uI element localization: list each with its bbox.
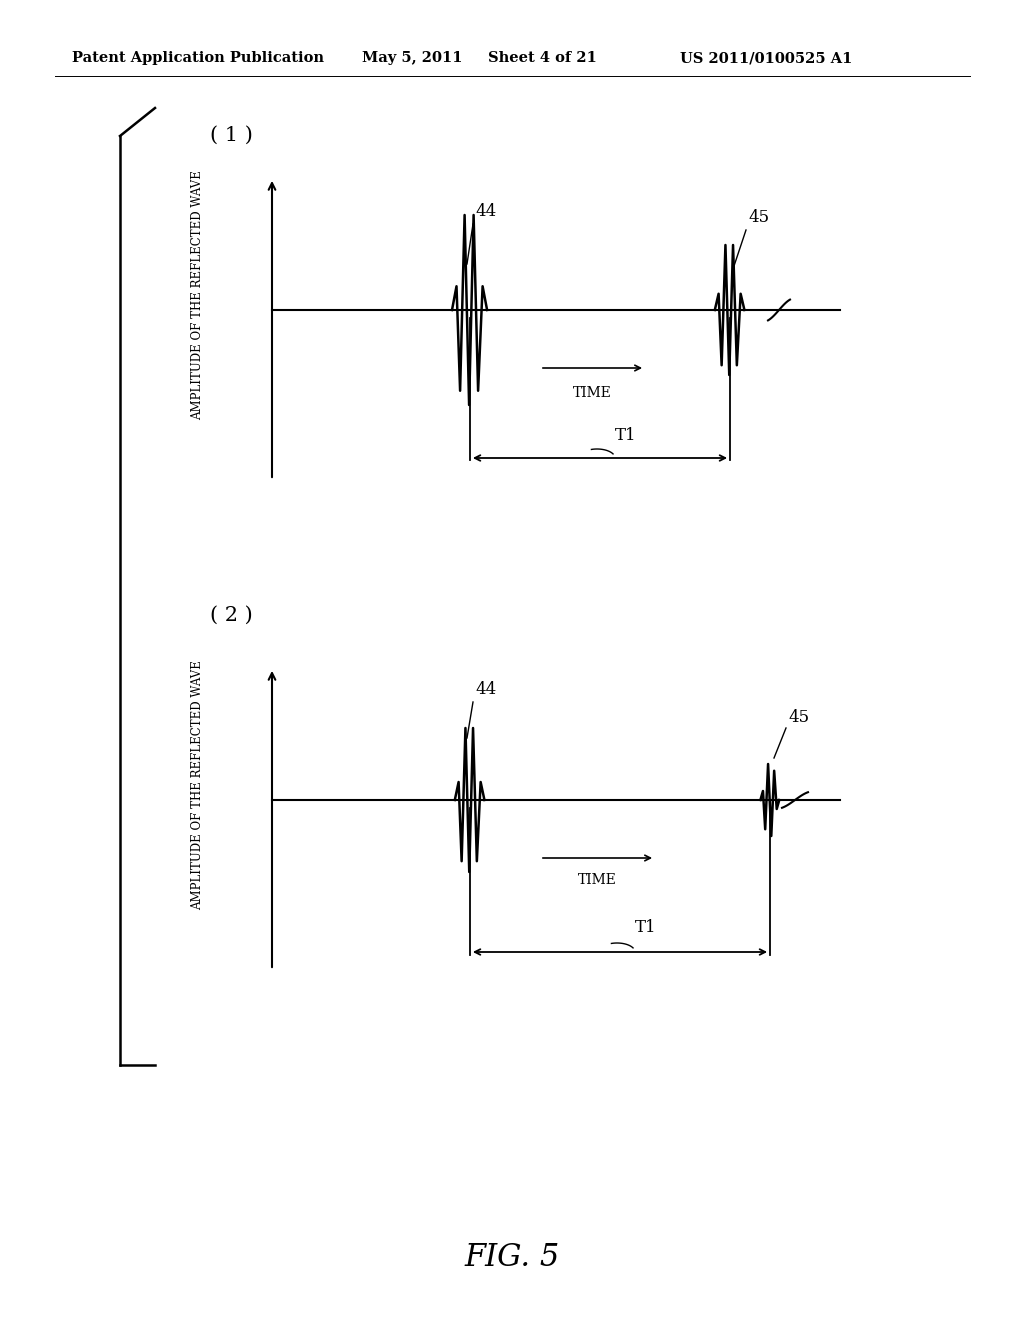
Text: T1: T1 — [615, 428, 637, 445]
Text: Patent Application Publication: Patent Application Publication — [72, 51, 324, 65]
Text: ( 2 ): ( 2 ) — [210, 606, 253, 624]
Text: AMPLITUDE OF THE REFLECTED WAVE: AMPLITUDE OF THE REFLECTED WAVE — [191, 660, 205, 909]
Text: TIME: TIME — [573, 385, 612, 400]
Text: 45: 45 — [788, 710, 809, 726]
Text: Sheet 4 of 21: Sheet 4 of 21 — [488, 51, 597, 65]
Text: 44: 44 — [475, 681, 497, 698]
Text: 45: 45 — [748, 210, 769, 227]
Text: FIG. 5: FIG. 5 — [464, 1242, 560, 1274]
Text: ( 1 ): ( 1 ) — [210, 125, 253, 144]
Text: 44: 44 — [475, 203, 497, 220]
Text: T1: T1 — [635, 920, 656, 936]
Text: US 2011/0100525 A1: US 2011/0100525 A1 — [680, 51, 852, 65]
Text: May 5, 2011: May 5, 2011 — [362, 51, 463, 65]
Text: TIME: TIME — [579, 873, 616, 887]
Text: AMPLITUDE OF THE REFLECTED WAVE: AMPLITUDE OF THE REFLECTED WAVE — [191, 170, 205, 420]
